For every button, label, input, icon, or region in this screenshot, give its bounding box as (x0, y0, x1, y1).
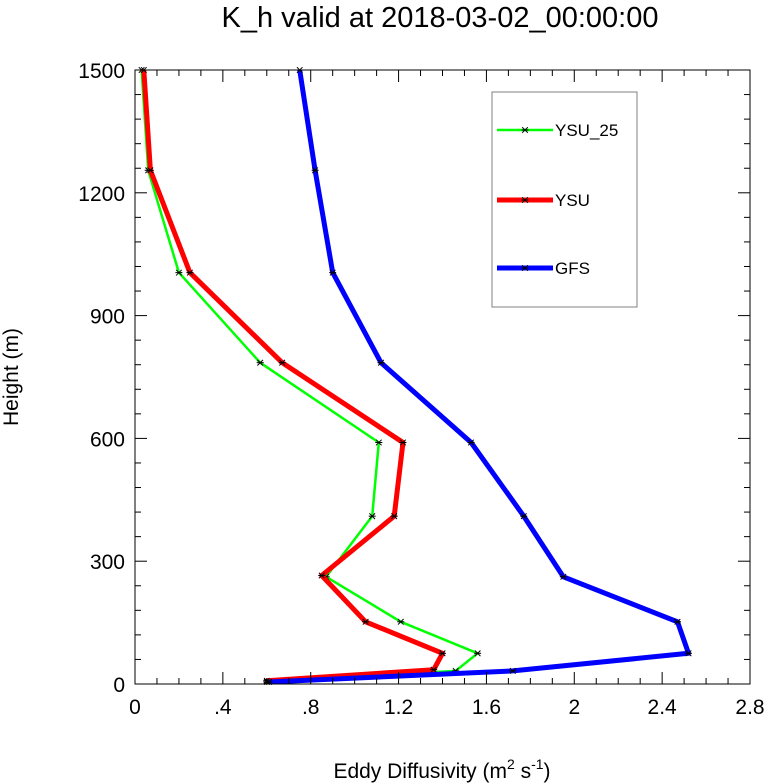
legend-label: GFS (555, 259, 590, 278)
legend-label: YSU (555, 191, 590, 210)
data-point-ysu-4 (318, 572, 326, 579)
data-point-gfs-8 (329, 269, 337, 276)
series-ysu (140, 66, 446, 684)
x-tick-label: 2.4 (648, 696, 678, 719)
data-point-gfs-7 (377, 359, 385, 366)
series-ysu-25 (138, 66, 482, 686)
data-point-ysu-6 (399, 439, 407, 446)
data-point-ysu-25-3 (397, 618, 405, 625)
x-axis-label: Eddy Diffusivity (333, 760, 477, 783)
legend-label: YSU_25 (555, 121, 618, 140)
data-point-gfs-9 (311, 167, 319, 174)
x-tick-label: 1.6 (472, 696, 501, 719)
legend-items: YSU_25 YSU GFS (497, 121, 618, 278)
data-point-ysu-8 (186, 269, 194, 276)
chart-title: K_h valid at 2018-03-02_00:00:00 (222, 2, 659, 34)
y-tick-label: 1500 (78, 60, 125, 83)
data-point-ysu-3 (362, 618, 370, 625)
data-point-gfs-2 (685, 650, 692, 657)
data-point-gfs-3 (674, 618, 682, 625)
x-axis: 0 .4 .8 1.2 1.6 2 2.4 2.8 (129, 70, 765, 719)
data-point-ysu-25-8 (175, 269, 183, 276)
y-tick-label: 0 (113, 674, 125, 697)
x-tick-label: 0 (129, 696, 141, 719)
y-tick-label: 300 (90, 551, 125, 574)
data-point-gfs-1 (509, 667, 517, 675)
data-point-ysu-25-7 (256, 359, 264, 366)
x-axis-units-sup-1: 2 (507, 756, 515, 772)
legend-marker (521, 126, 529, 134)
y-axis-title: Height (m) (0, 328, 23, 426)
data-point-ysu-25-5 (368, 513, 376, 520)
legend-item-ysu: YSU (497, 191, 590, 210)
legend-marker (521, 264, 529, 272)
x-tick-label: 2 (568, 696, 580, 719)
data-point-ysu-5 (390, 513, 398, 520)
x-tick-label: 2.8 (735, 696, 764, 719)
x-axis-title: Eddy Diffusivity (m2 s-1) (333, 756, 550, 783)
series-layer (138, 66, 692, 686)
data-point-ysu-7 (278, 359, 286, 366)
y-tick-label: 1200 (78, 183, 125, 206)
data-point-gfs-6 (467, 439, 475, 446)
x-axis-units-close: ) (544, 760, 551, 783)
x-axis-units-mid: s (515, 760, 531, 783)
x-tick-label: .4 (214, 696, 232, 719)
y-tick-label: 900 (90, 306, 125, 329)
y-axis: 0 300 600 900 1200 1500 (78, 60, 750, 697)
x-axis-units-sup-2: -1 (531, 756, 544, 772)
y-tick-label: 600 (90, 428, 125, 451)
legend: YSU_25 YSU GFS (491, 91, 638, 308)
data-point-gfs-5 (520, 513, 528, 520)
legend-marker (521, 196, 529, 204)
x-axis-units-open: (m (482, 760, 507, 783)
data-point-ysu-9 (146, 167, 154, 174)
data-point-ysu-2 (439, 650, 446, 657)
data-point-ysu-25-6 (375, 439, 383, 446)
legend-item-gfs: GFS (497, 259, 590, 278)
data-point-gfs-4 (559, 573, 567, 580)
data-point-ysu-1 (430, 666, 438, 673)
x-tick-label: 1.2 (384, 696, 413, 719)
legend-item-ysu-25: YSU_25 (497, 121, 618, 140)
x-tick-label: .8 (302, 696, 320, 719)
data-point-ysu-25-2 (474, 650, 482, 657)
